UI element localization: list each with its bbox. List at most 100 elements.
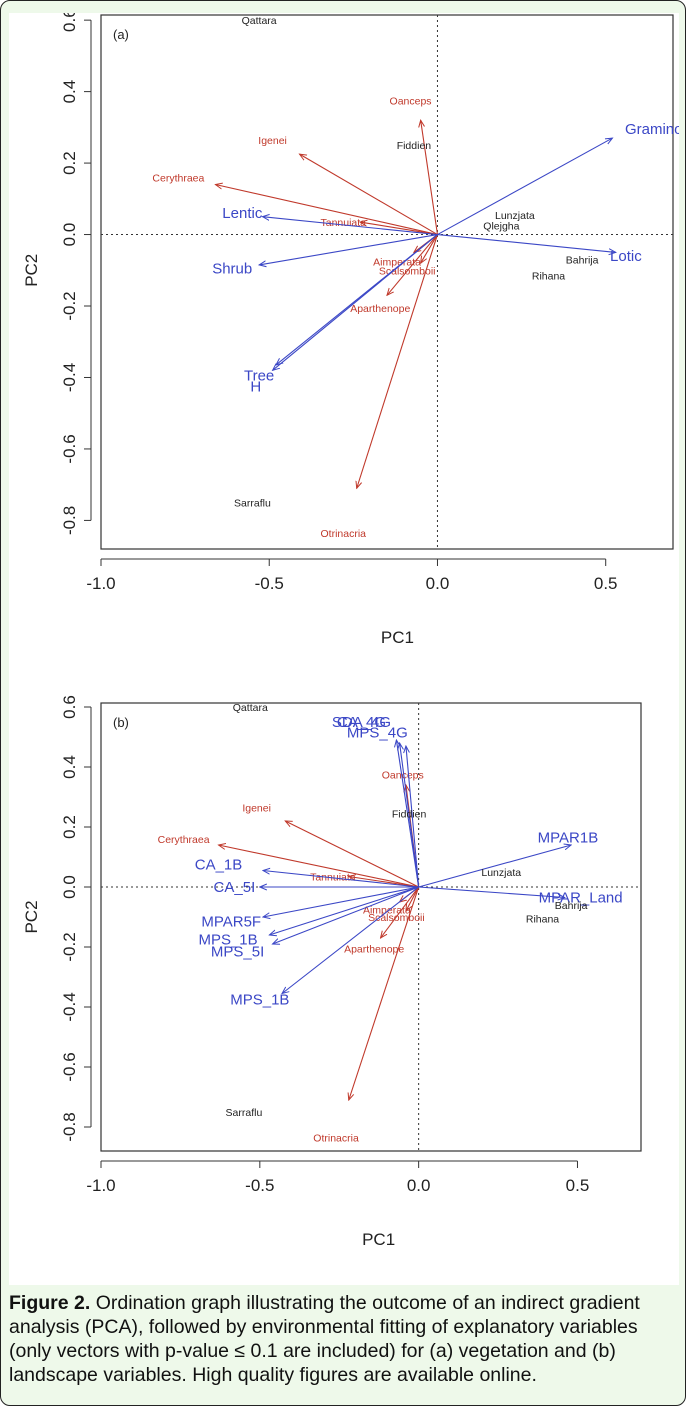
y-axis-title: PC2 <box>22 900 41 933</box>
site-label: Qlejgha <box>483 221 519 233</box>
env-label: MPAR1B <box>538 830 599 847</box>
site-label: Fiddien <box>397 140 432 152</box>
y-tick-label: -0.4 <box>60 363 79 392</box>
env-arrow <box>282 886 419 994</box>
species-arrow <box>285 821 419 888</box>
y-tick-label: 0.6 <box>60 13 79 32</box>
env-arrow <box>437 233 615 253</box>
y-tick-label: 0.0 <box>60 223 79 247</box>
env-label: H <box>250 378 261 395</box>
y-tick-label: 0.4 <box>60 755 79 779</box>
env-label: MPS_4G <box>347 725 408 742</box>
env-arrow <box>418 886 565 898</box>
env-label: Graminoid <box>625 121 679 138</box>
env-label: MPS_5I <box>211 944 264 961</box>
env-label: CA_1B <box>195 857 243 874</box>
species-arrow <box>357 234 438 489</box>
env-arrow <box>263 886 419 917</box>
y-tick-label: -0.6 <box>60 1052 79 1081</box>
site-labels: Qattara Fiddien Lunzjata Bahrija Rihana Sarra… <box>226 702 588 1119</box>
x-tick-label: 0.0 <box>426 574 450 593</box>
species-label: Aparthenope <box>350 303 410 315</box>
caption-label: Figure 2. <box>9 1292 91 1314</box>
env-label: MPS_1B <box>198 932 257 949</box>
x-axis: -1.0 -0.5 0.0 0.5 PC1 <box>86 558 618 647</box>
species-label: Cerythraea <box>158 834 210 846</box>
env-arrow <box>273 234 438 371</box>
species-arrow <box>381 886 420 938</box>
y-tick-label: -0.4 <box>60 992 79 1021</box>
env-arrow <box>400 743 420 888</box>
species-arrow <box>421 234 438 264</box>
panel-label: (a) <box>113 27 129 42</box>
env-label: Lotic <box>610 248 642 265</box>
y-tick-label: 0.0 <box>60 875 79 899</box>
species-arrow <box>349 886 420 1100</box>
figure-caption: Figure 2. Ordination graph illustrating … <box>9 1291 679 1387</box>
pca-panel-b: -1.0 -0.5 0.0 0.5 PC1 -0.8 -0.6 -0.4 -0.2 0.0 0.2 0… <box>22 695 642 1249</box>
x-axis: -1.0 -0.5 0.0 0.5 PC1 <box>86 1160 590 1249</box>
env-label: Lentic <box>222 205 263 222</box>
site-label: Bahrija <box>555 900 588 912</box>
y-axis: -0.8 -0.6 -0.4 -0.2 0.0 0.2 0.4 0.6 PC2 <box>22 13 92 535</box>
x-tick-label: 0.5 <box>594 574 618 593</box>
site-label: Lunzjata <box>481 867 521 879</box>
species-label: Cerythraea <box>152 172 204 184</box>
pca-biplots: -1.0 -0.5 0.0 0.5 PC1 -0.8 -0.6 -0.4 -0.2 0.0 0.2 0… <box>22 13 679 1249</box>
x-tick-label: -0.5 <box>255 574 284 593</box>
env-arrow <box>263 217 438 236</box>
species-arrow <box>219 845 419 888</box>
env-label: MPS_1B <box>230 992 289 1009</box>
species-arrow <box>215 185 438 236</box>
x-tick-label: -1.0 <box>86 1176 115 1195</box>
panel-label: (b) <box>113 715 129 730</box>
env-label: Shrub <box>212 260 252 277</box>
site-label: Qattara <box>233 702 268 714</box>
species-label: Igenei <box>258 135 287 147</box>
y-tick-label: -0.6 <box>60 434 79 463</box>
species-arrow <box>300 154 438 236</box>
species-label: Otrinacria <box>321 528 367 540</box>
env-label: MPAR_Land <box>539 890 623 907</box>
species-arrow <box>387 234 438 296</box>
y-tick-label: -0.8 <box>60 1112 79 1141</box>
env-label: SDA_4G <box>332 714 391 731</box>
env-label: Tree <box>244 368 274 385</box>
species-arrow <box>360 222 438 236</box>
x-tick-label: 0.5 <box>566 1176 590 1195</box>
caption-text: Ordination graph illustrating the outcom… <box>9 1292 640 1386</box>
site-label: Sarraflu <box>226 1107 263 1119</box>
x-tick-label: -0.5 <box>245 1176 274 1195</box>
env-arrow <box>259 234 438 265</box>
y-axis: -0.8 -0.6 -0.4 -0.2 0.0 0.2 0.4 0.6 PC2 <box>22 695 92 1142</box>
species-label: Otrinacria <box>313 1133 359 1145</box>
y-tick-label: 0.6 <box>60 695 79 719</box>
species-arrow <box>421 120 439 235</box>
y-tick-label: -0.2 <box>60 291 79 320</box>
env-arrow <box>269 886 419 935</box>
species-vectors: OancepsIgeneiCerythraeaTannuiataAimperat… <box>152 96 439 540</box>
x-axis-title: PC1 <box>362 1230 395 1249</box>
x-tick-label: 0.0 <box>407 1176 431 1195</box>
figure-plots: -1.0 -0.5 0.0 0.5 PC1 -0.8 -0.6 -0.4 -0.2 0.0 0.2 0… <box>9 13 679 1285</box>
y-tick-label: 0.2 <box>60 815 79 839</box>
site-label: Sarraflu <box>234 498 271 510</box>
site-label: Rihana <box>526 914 559 926</box>
env-arrow <box>263 871 419 888</box>
species-label: Aimperata <box>373 256 421 268</box>
env-label: MPAR5F <box>201 914 261 931</box>
x-axis-title: PC1 <box>381 628 414 647</box>
site-label: Rihana <box>532 271 565 283</box>
env-label: CA_5I <box>214 879 256 896</box>
species-label: Oanceps <box>390 96 432 108</box>
y-tick-label: 0.2 <box>60 151 79 175</box>
y-tick-label: 0.4 <box>60 80 79 104</box>
y-axis-title: PC2 <box>22 254 41 287</box>
species-label: Igenei <box>242 803 271 815</box>
pca-panel-a: -1.0 -0.5 0.0 0.5 PC1 -0.8 -0.6 -0.4 -0.2 0.0 0.2 0… <box>22 13 679 647</box>
site-label: Bahrija <box>566 255 599 267</box>
env-arrow <box>406 746 420 888</box>
